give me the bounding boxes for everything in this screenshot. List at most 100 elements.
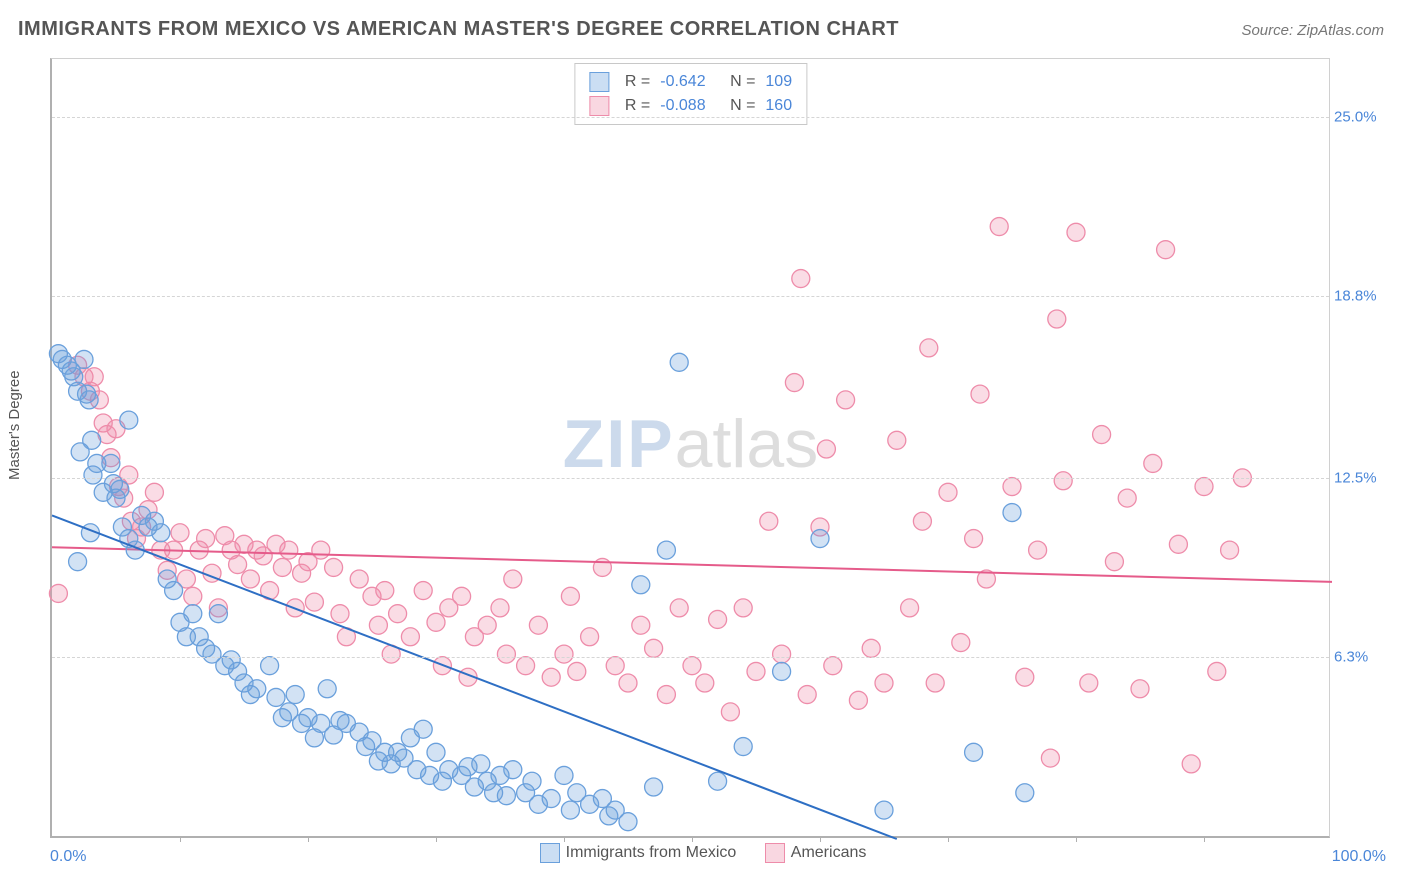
blue-point [1016, 784, 1034, 802]
blue-point [472, 755, 490, 773]
x-tick [692, 836, 693, 842]
pink-point [561, 587, 579, 605]
pink-point [798, 686, 816, 704]
blue-point [504, 761, 522, 779]
stats-R-pink: -0.088 [660, 97, 705, 115]
pink-point [760, 512, 778, 530]
blue-point [523, 772, 541, 790]
pink-point [888, 431, 906, 449]
pink-point [670, 599, 688, 617]
x-tick [1204, 836, 1205, 842]
x-tick [436, 836, 437, 842]
pink-point [1144, 454, 1162, 472]
x-tick [180, 836, 181, 842]
y-tick-label: 6.3% [1334, 649, 1389, 666]
pink-point [990, 218, 1008, 236]
pink-point [619, 674, 637, 692]
blue-point [645, 778, 663, 796]
pink-point [1221, 541, 1239, 559]
swatch-blue-icon [589, 72, 609, 92]
legend-swatch-pink-icon [765, 843, 785, 863]
blue-point [875, 801, 893, 819]
pink-point [747, 662, 765, 680]
bottom-legend: Immigrants from Mexico Americans [0, 843, 1406, 868]
pink-point [939, 483, 957, 501]
blue-point [261, 657, 279, 675]
stats-row-blue: R = -0.642 N = 109 [589, 70, 792, 94]
legend-swatch-blue-icon [540, 843, 560, 863]
pink-point [721, 703, 739, 721]
pink-point [504, 570, 522, 588]
x-tick [948, 836, 949, 842]
pink-point [491, 599, 509, 617]
blue-point [632, 576, 650, 594]
pink-point [683, 657, 701, 675]
plot-area: ZIPatlas R = -0.642 N = 109 R = -0.088 N… [50, 58, 1330, 838]
legend-label-pink: Americans [791, 844, 867, 862]
y-axis-label: Master's Degree [6, 370, 23, 480]
pink-point [837, 391, 855, 409]
blue-point [318, 680, 336, 698]
blue-point [69, 553, 87, 571]
pink-point [568, 662, 586, 680]
pink-point [1016, 668, 1034, 686]
x-tick [820, 836, 821, 842]
pink-point [817, 440, 835, 458]
pink-point [312, 541, 330, 559]
pink-point [696, 674, 714, 692]
blue-point [267, 688, 285, 706]
blue-point [184, 605, 202, 623]
pink-point [1080, 674, 1098, 692]
pink-point [497, 645, 515, 663]
stats-R-label: R = [625, 73, 650, 91]
pink-point [1048, 310, 1066, 328]
stats-N-pink: 160 [765, 97, 792, 115]
pink-point [965, 530, 983, 548]
pink-point [849, 691, 867, 709]
pink-point [1105, 553, 1123, 571]
pink-point [555, 645, 573, 663]
blue-point [75, 350, 93, 368]
pink-point [773, 645, 791, 663]
blue-point [209, 605, 227, 623]
blue-point [561, 801, 579, 819]
blue-point [965, 743, 983, 761]
pink-point [606, 657, 624, 675]
chart-svg [52, 59, 1329, 836]
blue-point [542, 790, 560, 808]
pink-point [1054, 472, 1072, 490]
grid-line [52, 117, 1329, 118]
pink-point [1029, 541, 1047, 559]
stats-N-label2: N = [730, 97, 755, 115]
blue-point [709, 772, 727, 790]
grid-line [52, 657, 1329, 658]
blue-point [286, 686, 304, 704]
pink-point [229, 556, 247, 574]
x-tick [564, 836, 565, 842]
pink-point [280, 541, 298, 559]
pink-point [920, 339, 938, 357]
pink-point [1208, 662, 1226, 680]
pink-point [350, 570, 368, 588]
stats-row-pink: R = -0.088 N = 160 [589, 94, 792, 118]
pink-point [197, 530, 215, 548]
pink-point [145, 483, 163, 501]
pink-point [952, 634, 970, 652]
blue-point [811, 530, 829, 548]
blue-point [773, 662, 791, 680]
pink-point [734, 599, 752, 617]
pink-point [529, 616, 547, 634]
blue-point [734, 738, 752, 756]
pink-point [1118, 489, 1136, 507]
pink-point [453, 587, 471, 605]
grid-line [52, 478, 1329, 479]
stats-box: R = -0.642 N = 109 R = -0.088 N = 160 [574, 63, 807, 125]
stats-R-label2: R = [625, 97, 650, 115]
blue-point [152, 524, 170, 542]
pink-point [171, 524, 189, 542]
pink-point [875, 674, 893, 692]
pink-point [645, 639, 663, 657]
legend-item-pink: Americans [765, 843, 867, 863]
pink-point [632, 616, 650, 634]
blue-point [670, 353, 688, 371]
